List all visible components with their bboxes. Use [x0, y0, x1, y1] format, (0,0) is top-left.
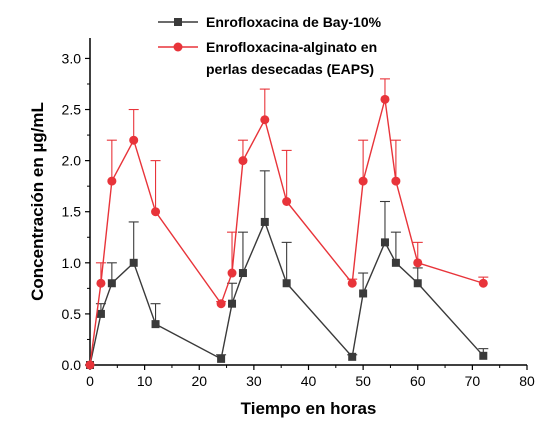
- data-point: [216, 299, 226, 309]
- data-point: [151, 207, 161, 217]
- data-point: [348, 352, 357, 361]
- series-1: [86, 170, 489, 369]
- data-point: [413, 279, 422, 288]
- series-layer: [85, 78, 489, 370]
- legend: Enrofloxacina de Bay-10% Enrofloxacina-al…: [158, 14, 382, 77]
- data-point: [217, 354, 226, 363]
- legend-label: Enrofloxacina de Bay-10%: [206, 14, 382, 30]
- y-tick-label: 1.5: [62, 204, 82, 220]
- series-2: [85, 78, 489, 370]
- y-axis: 0.0 0.5 1.0 1.5 2.0 2.5 3.0: [62, 50, 90, 373]
- data-point: [85, 360, 95, 370]
- y-tick-label: 0.0: [62, 357, 82, 373]
- data-point: [478, 278, 488, 288]
- data-point: [238, 269, 247, 278]
- data-point: [282, 279, 291, 288]
- data-point: [282, 197, 292, 206]
- legend-label: perlas desecadas (EAPS): [206, 61, 374, 77]
- x-axis: 0 10 20 30 40 50 60 70 80: [86, 365, 535, 389]
- data-point: [238, 156, 248, 166]
- x-axis-title: Tiempo en horas: [241, 399, 377, 418]
- x-tick-label: 30: [246, 373, 262, 389]
- y-tick-label: 1.0: [62, 255, 82, 271]
- legend-label: Enrofloxacina-alginato en: [206, 39, 377, 55]
- data-point: [347, 278, 357, 288]
- data-point: [380, 94, 390, 104]
- data-point: [380, 238, 389, 247]
- x-tick-label: 40: [301, 373, 317, 389]
- data-point: [151, 320, 160, 329]
- data-point: [391, 176, 401, 186]
- data-point: [96, 309, 105, 318]
- x-tick-label: 0: [86, 373, 94, 389]
- data-point: [96, 278, 106, 288]
- x-tick-label: 80: [519, 373, 535, 389]
- series-line: [89, 220, 484, 366]
- data-point: [260, 217, 269, 226]
- data-point: [107, 176, 117, 186]
- x-tick-label: 70: [465, 373, 481, 389]
- x-tick-label: 50: [355, 373, 371, 389]
- data-point: [413, 258, 423, 268]
- data-point: [391, 258, 400, 267]
- data-point: [359, 289, 368, 298]
- data-point: [479, 351, 488, 360]
- data-point: [260, 115, 270, 125]
- data-point: [129, 258, 138, 267]
- y-tick-label: 3.0: [62, 50, 82, 66]
- y-axis-title: Concentración en µg/mL: [28, 102, 47, 301]
- data-point: [107, 279, 116, 288]
- legend-marker: [173, 42, 183, 52]
- y-tick-label: 2.5: [62, 102, 82, 118]
- legend-item-1: Enrofloxacina de Bay-10%: [158, 14, 382, 30]
- data-point: [129, 135, 139, 145]
- y-tick-label: 0.5: [62, 306, 82, 322]
- data-point: [227, 268, 237, 278]
- data-point: [228, 299, 237, 308]
- x-tick-label: 10: [137, 373, 153, 389]
- x-tick-label: 20: [191, 373, 207, 389]
- x-tick-label: 60: [410, 373, 426, 389]
- legend-marker: [174, 18, 182, 26]
- y-tick-label: 2.0: [62, 153, 82, 169]
- series-line: [89, 99, 484, 366]
- legend-item-2: Enrofloxacina-alginato en perlas desecada…: [158, 39, 377, 77]
- data-point: [358, 176, 368, 186]
